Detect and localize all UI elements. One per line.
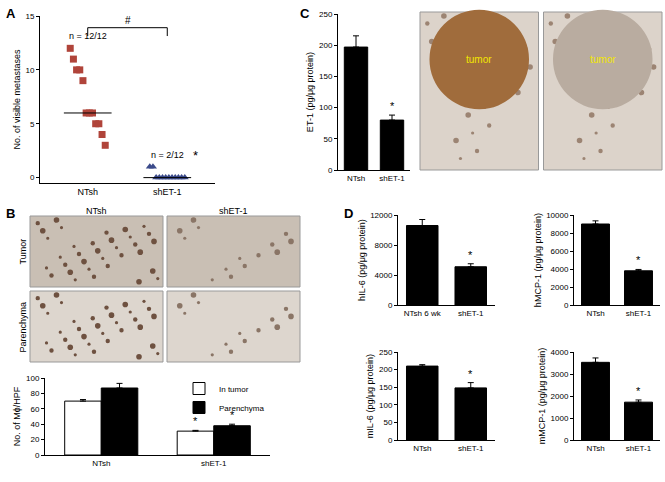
svg-text:*: * xyxy=(193,148,198,163)
svg-text:B: B xyxy=(6,206,15,221)
svg-text:ET-1 (pg/μg protein): ET-1 (pg/μg protein) xyxy=(305,52,315,132)
svg-text:Parenchyma: Parenchyma xyxy=(18,302,28,353)
svg-text:0: 0 xyxy=(564,436,569,445)
svg-text:shET-1: shET-1 xyxy=(458,309,484,318)
svg-text:50: 50 xyxy=(323,135,332,144)
svg-text:2000: 2000 xyxy=(551,283,569,292)
svg-text:shET-1: shET-1 xyxy=(201,459,227,468)
svg-text:A: A xyxy=(6,6,16,21)
svg-text:NTsh: NTsh xyxy=(586,309,604,318)
svg-text:8000: 8000 xyxy=(375,241,393,250)
svg-text:Tumor: Tumor xyxy=(18,239,28,265)
svg-text:3000: 3000 xyxy=(551,370,569,379)
svg-text:NTsh: NTsh xyxy=(77,187,98,197)
svg-text:0: 0 xyxy=(328,166,333,175)
svg-text:No. of Mɸ/HPF: No. of Mɸ/HPF xyxy=(12,386,22,446)
svg-text:tumor: tumor xyxy=(590,54,616,65)
svg-text:hIL-6 (pg/μg protein): hIL-6 (pg/μg protein) xyxy=(357,219,367,301)
svg-text:C: C xyxy=(300,6,310,21)
svg-text:*: * xyxy=(636,385,641,397)
svg-text:*: * xyxy=(193,415,198,427)
svg-text:In tumor: In tumor xyxy=(219,385,249,394)
svg-text:0: 0 xyxy=(564,301,569,310)
svg-text:#: # xyxy=(125,15,131,26)
svg-text:D: D xyxy=(344,206,353,221)
svg-text:150: 150 xyxy=(319,72,333,81)
svg-text:shET-1: shET-1 xyxy=(379,174,405,183)
svg-text:100: 100 xyxy=(319,103,333,112)
svg-text:NTsh: NTsh xyxy=(92,459,110,468)
svg-text:*: * xyxy=(468,368,473,380)
svg-text:Parenchyma: Parenchyma xyxy=(219,404,264,413)
svg-text:*: * xyxy=(390,100,395,112)
svg-text:NTsh: NTsh xyxy=(586,444,604,453)
svg-text:250: 250 xyxy=(319,10,333,19)
svg-text:250: 250 xyxy=(379,348,393,357)
svg-text:0: 0 xyxy=(30,173,35,182)
svg-text:n = 2/12: n = 2/12 xyxy=(151,150,184,160)
svg-text:200: 200 xyxy=(379,365,393,374)
svg-text:shET-1: shET-1 xyxy=(626,309,652,318)
svg-text:200: 200 xyxy=(319,41,333,50)
svg-text:NTsh: NTsh xyxy=(413,444,431,453)
svg-text:tumor: tumor xyxy=(466,54,492,65)
svg-text:5: 5 xyxy=(30,120,35,129)
svg-text:1000: 1000 xyxy=(551,414,569,423)
svg-text:n = 12/12: n = 12/12 xyxy=(69,31,107,41)
svg-text:shET-1: shET-1 xyxy=(458,444,484,453)
svg-text:NTsh 6 wk: NTsh 6 wk xyxy=(404,309,442,318)
svg-text:20: 20 xyxy=(30,435,39,444)
svg-text:4000: 4000 xyxy=(375,271,393,280)
svg-text:shET-1: shET-1 xyxy=(626,444,652,453)
svg-text:0: 0 xyxy=(388,436,393,445)
svg-text:10000: 10000 xyxy=(546,211,569,220)
svg-text:hMCP-1 (pg/μg protein): hMCP-1 (pg/μg protein) xyxy=(533,213,543,307)
svg-text:mMCP-1 (pg/μg protein): mMCP-1 (pg/μg protein) xyxy=(537,348,547,445)
svg-text:NTsh: NTsh xyxy=(86,206,107,216)
svg-text:4000: 4000 xyxy=(551,348,569,357)
svg-text:12000: 12000 xyxy=(370,211,393,220)
svg-text:0: 0 xyxy=(35,451,40,460)
svg-text:50: 50 xyxy=(383,418,392,427)
svg-text:*: * xyxy=(230,409,235,421)
svg-text:shET-1: shET-1 xyxy=(153,187,182,197)
svg-text:2000: 2000 xyxy=(551,392,569,401)
svg-text:40: 40 xyxy=(30,420,39,429)
svg-text:4000: 4000 xyxy=(551,265,569,274)
svg-text:100: 100 xyxy=(379,401,393,410)
svg-text:80: 80 xyxy=(30,389,39,398)
svg-text:NTsh: NTsh xyxy=(347,174,365,183)
svg-text:*: * xyxy=(468,249,473,261)
svg-text:*: * xyxy=(636,254,641,266)
svg-text:10: 10 xyxy=(25,66,34,75)
svg-text:100: 100 xyxy=(26,374,40,383)
svg-text:mIL-6 (pg/μg protein): mIL-6 (pg/μg protein) xyxy=(365,354,375,438)
svg-text:No. of visible metastases: No. of visible metastases xyxy=(12,49,22,150)
svg-text:8000: 8000 xyxy=(551,229,569,238)
svg-text:0: 0 xyxy=(388,301,393,310)
svg-text:15: 15 xyxy=(25,12,34,21)
svg-text:60: 60 xyxy=(30,405,39,414)
svg-text:shET-1: shET-1 xyxy=(219,206,248,216)
svg-text:150: 150 xyxy=(379,383,393,392)
svg-text:6000: 6000 xyxy=(551,247,569,256)
